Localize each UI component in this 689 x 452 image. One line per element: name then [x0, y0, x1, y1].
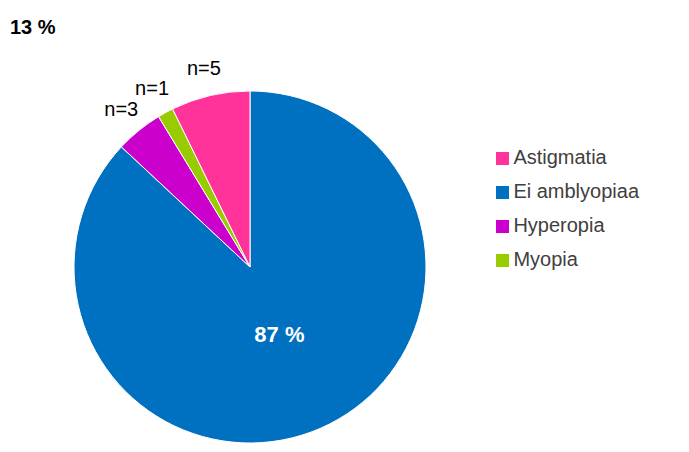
- html-text:Hyperopia: Hyperopia: [513, 214, 605, 236]
- html-text:13 %: 13 %: [10, 16, 56, 38]
- html-text:Astigmatia: Astigmatia: [513, 146, 607, 168]
- svg-text:n=1: n=1: [135, 77, 169, 99]
- svg-text:n=5: n=5: [187, 57, 221, 79]
- html-text:Ei amblyopiaa: Ei amblyopiaa: [513, 180, 639, 202]
- svg-text:n=3: n=3: [104, 98, 138, 120]
- html-text:Myopia: Myopia: [513, 248, 578, 270]
- svg-text:87 %: 87 %: [254, 322, 304, 347]
